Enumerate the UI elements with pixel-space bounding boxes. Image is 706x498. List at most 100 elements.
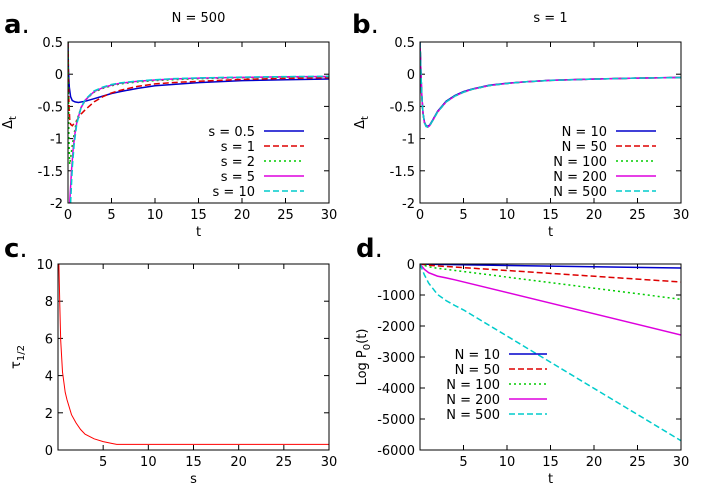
series-line-2 [420,42,681,128]
chart-title: N = 500 [172,11,226,26]
legend-label: N = 10 [562,125,607,140]
x-tick-label: 25 [277,208,294,223]
panel-label-dot: . [375,234,383,264]
x-tick-label: 20 [586,208,603,223]
y-tick-label: -2 [50,197,63,212]
y-tick-label: 0.5 [42,36,63,51]
y-tick-label: 8 [45,295,53,310]
y-tick-label: 0 [407,258,415,273]
panel-label: b. [352,10,379,40]
panel-d: d. 5 10 15 20 25 30 0 -1000 -2000 -3000 -4000 -5000 -… [355,234,689,487]
y-axis-label: Log P0(t) [355,329,373,386]
y-axis-label-text: Δt [1,116,19,129]
legend-label: s = 2 [221,155,255,170]
series-line-2 [68,42,329,165]
y-tick-label: -3000 [377,351,415,366]
panel-letter: c [4,234,19,264]
plot-frame [57,263,330,451]
series-group [68,42,329,203]
x-tick-label: 10 [147,208,164,223]
y-tick-label: -2 [402,197,415,212]
legend-label: N = 50 [455,363,500,378]
series-line-1 [68,42,329,127]
x-tick-label: 15 [190,208,207,223]
y-axis-label-text: Δt [353,116,371,129]
legend-label: s = 10 [213,185,255,200]
y-tick-label: -1.5 [390,165,415,180]
y-tick-label: -1.5 [38,165,63,180]
panel-a: a. N = 5000 5 10 15 20 25 300.50-0.5-1-1.5-2tΔt… [1,10,337,240]
y-axis-label: Δt [1,116,19,129]
series-group [420,42,681,128]
y-axis-label-main: Δ [353,120,368,129]
plot-frame [419,263,682,451]
x-tick-label: 25 [629,208,646,223]
y-tick-label: 10 [36,258,53,273]
panel-letter: d [356,234,375,264]
y-axis-label-subscript: t [8,116,19,120]
x-axis-label: s [190,472,197,487]
y-axis-label: τ1/2 [9,345,27,369]
y-tick-label: 0 [407,68,415,83]
chart-title: s = 1 [533,11,567,26]
x-tick-label: 10 [499,208,516,223]
x-tick-label: 20 [586,455,603,470]
legend-label: N = 100 [553,155,607,170]
x-tick-label: 10 [499,455,516,470]
x-axis-label: t [196,225,201,240]
y-tick-label: -0.5 [390,100,415,115]
legend-label: N = 50 [562,140,607,155]
legend-label: s = 0.5 [208,125,255,140]
legend-label: N = 10 [455,348,500,363]
x-tick-label: 10 [140,455,157,470]
series-line-3 [420,264,681,336]
panel-label-dot: . [19,234,27,264]
panel-label-dot: . [22,10,30,40]
x-tick-label: 5 [99,455,107,470]
series-line-4 [69,75,329,203]
x-axis-label: t [548,225,553,240]
legend: s = 0.5s = 1s = 2s = 5s = 10 [208,125,304,200]
x-tick-label: 20 [230,455,247,470]
series-line-0 [58,264,329,445]
x-tick-label: 15 [542,208,559,223]
y-tick-label: -2000 [377,320,415,335]
x-tick-label: 5 [459,208,467,223]
y-tick-label: 0 [55,68,63,83]
x-tick-label: 15 [542,455,559,470]
y-axis-label-subscript: t [360,116,371,120]
x-tick-label: 30 [673,455,690,470]
y-tick-label: -1 [402,133,415,148]
series-line-1 [420,264,681,283]
y-axis-label-main: Log P [355,350,370,385]
series-line-1 [420,42,681,128]
x-tick-label: 30 [321,208,338,223]
x-tick-label: 20 [234,208,251,223]
y-tick-label: 6 [45,332,53,347]
series-group [58,264,329,445]
legend-label: s = 5 [221,170,255,185]
y-tick-label: -0.5 [38,100,63,115]
series-line-3 [420,42,681,128]
series-line-0 [68,42,329,104]
y-axis-label-subscript: 0 [362,344,373,350]
panel-label: d. [356,234,383,264]
panel-letter: b [352,10,371,40]
x-tick-label: 30 [321,455,338,470]
x-axis-label: t [548,472,553,487]
y-tick-label: -6000 [377,444,415,459]
y-axis-label-text: τ1/2 [9,345,27,369]
plot-frame [67,41,330,204]
x-tick-label: 25 [276,455,293,470]
panel-label: c. [4,234,28,264]
y-axis-label-subscript: 1/2 [16,345,27,361]
x-tick-label: 5 [459,455,467,470]
series-line-4 [420,42,681,128]
y-tick-label: -4000 [377,382,415,397]
legend-label: N = 200 [446,393,500,408]
y-tick-label: -1 [50,133,63,148]
